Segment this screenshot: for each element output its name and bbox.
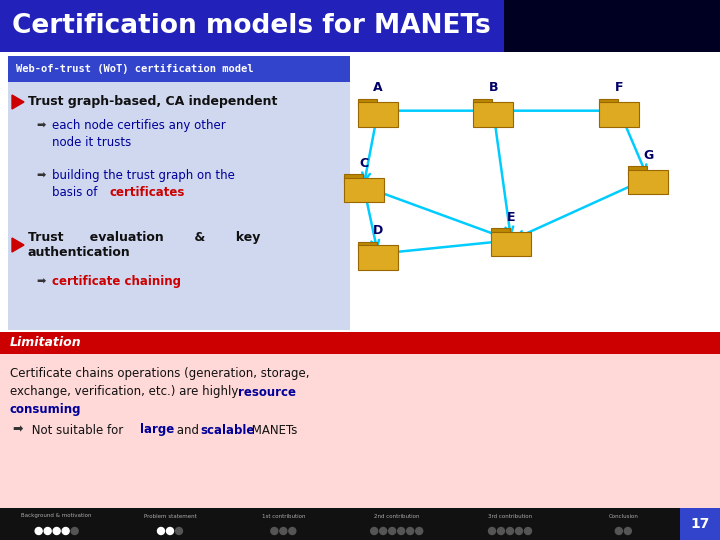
- Bar: [680, 508, 720, 540]
- Bar: [8, 82, 350, 330]
- Text: exchange, verification, etc.) are highly: exchange, verification, etc.) are highly: [10, 386, 246, 399]
- Circle shape: [616, 528, 622, 535]
- FancyBboxPatch shape: [358, 102, 398, 127]
- Text: Certificate chains operations (generation, storage,: Certificate chains operations (generatio…: [10, 368, 310, 381]
- Circle shape: [53, 528, 60, 535]
- Circle shape: [271, 528, 278, 535]
- Circle shape: [624, 528, 631, 535]
- Circle shape: [407, 528, 414, 535]
- Circle shape: [498, 528, 505, 535]
- Text: each node certifies any other: each node certifies any other: [52, 119, 226, 132]
- Text: consuming: consuming: [10, 403, 81, 416]
- FancyBboxPatch shape: [473, 99, 492, 107]
- Text: certificate chaining: certificate chaining: [52, 275, 181, 288]
- Bar: [8, 56, 350, 82]
- Text: F: F: [615, 81, 624, 94]
- Circle shape: [62, 528, 69, 535]
- Text: certificates: certificates: [110, 186, 185, 199]
- Circle shape: [397, 528, 405, 535]
- FancyBboxPatch shape: [473, 102, 513, 127]
- Text: D: D: [373, 224, 383, 237]
- Circle shape: [379, 528, 387, 535]
- Circle shape: [516, 528, 523, 535]
- Text: E: E: [507, 211, 516, 224]
- Text: Trust graph-based, CA independent: Trust graph-based, CA independent: [28, 96, 277, 109]
- Polygon shape: [12, 238, 24, 252]
- Circle shape: [158, 528, 164, 535]
- Text: A: A: [373, 81, 383, 94]
- FancyBboxPatch shape: [343, 174, 363, 183]
- Text: 3rd contribution: 3rd contribution: [488, 514, 532, 518]
- Circle shape: [389, 528, 396, 535]
- Circle shape: [506, 528, 513, 535]
- Circle shape: [488, 528, 495, 535]
- Text: 2nd contribution: 2nd contribution: [374, 514, 420, 518]
- Text: building the trust graph on the: building the trust graph on the: [52, 170, 235, 183]
- Circle shape: [524, 528, 531, 535]
- Circle shape: [35, 528, 42, 535]
- Polygon shape: [12, 95, 24, 109]
- Text: resource: resource: [238, 386, 296, 399]
- Text: 17: 17: [690, 517, 710, 531]
- FancyBboxPatch shape: [343, 178, 384, 202]
- Circle shape: [289, 528, 296, 535]
- Bar: [0, 354, 720, 508]
- FancyBboxPatch shape: [358, 242, 377, 251]
- Text: ➡: ➡: [36, 277, 45, 287]
- Text: ➡: ➡: [12, 423, 22, 436]
- FancyBboxPatch shape: [358, 99, 377, 107]
- Text: authentication: authentication: [28, 246, 131, 260]
- Text: Limitation: Limitation: [10, 336, 81, 349]
- Circle shape: [280, 528, 287, 535]
- Text: Not suitable for: Not suitable for: [28, 423, 127, 436]
- FancyBboxPatch shape: [599, 102, 639, 127]
- Text: B: B: [488, 81, 498, 94]
- Text: 1st contribution: 1st contribution: [261, 514, 305, 518]
- Text: G: G: [643, 148, 653, 161]
- Text: and: and: [173, 423, 203, 436]
- FancyBboxPatch shape: [491, 228, 510, 237]
- FancyBboxPatch shape: [599, 99, 618, 107]
- Text: node it trusts: node it trusts: [52, 136, 131, 148]
- Bar: [0, 508, 720, 540]
- FancyBboxPatch shape: [358, 245, 398, 270]
- Text: Background & motivation: Background & motivation: [22, 514, 92, 518]
- Circle shape: [166, 528, 174, 535]
- Text: scalable: scalable: [200, 423, 254, 436]
- Text: large: large: [140, 423, 174, 436]
- Circle shape: [176, 528, 182, 535]
- Circle shape: [71, 528, 78, 535]
- Text: Trust      evaluation       &       key: Trust evaluation & key: [28, 231, 261, 244]
- Circle shape: [415, 528, 423, 535]
- FancyBboxPatch shape: [491, 232, 531, 256]
- Text: ➡: ➡: [36, 171, 45, 181]
- Bar: [0, 332, 720, 354]
- Text: ➡: ➡: [36, 121, 45, 131]
- Text: C: C: [359, 157, 368, 170]
- FancyBboxPatch shape: [628, 166, 647, 175]
- Text: Web-of-trust (WoT) certification model: Web-of-trust (WoT) certification model: [16, 64, 253, 74]
- Circle shape: [44, 528, 51, 535]
- Text: Problem statement: Problem statement: [143, 514, 197, 518]
- Text: MANETs: MANETs: [248, 423, 297, 436]
- FancyBboxPatch shape: [628, 170, 668, 194]
- Text: Conclusion: Conclusion: [608, 514, 638, 518]
- Bar: [504, 0, 720, 52]
- Circle shape: [371, 528, 378, 535]
- Text: Certification models for MANETs: Certification models for MANETs: [12, 13, 491, 39]
- Text: basis of: basis of: [52, 186, 101, 199]
- Bar: [0, 0, 504, 52]
